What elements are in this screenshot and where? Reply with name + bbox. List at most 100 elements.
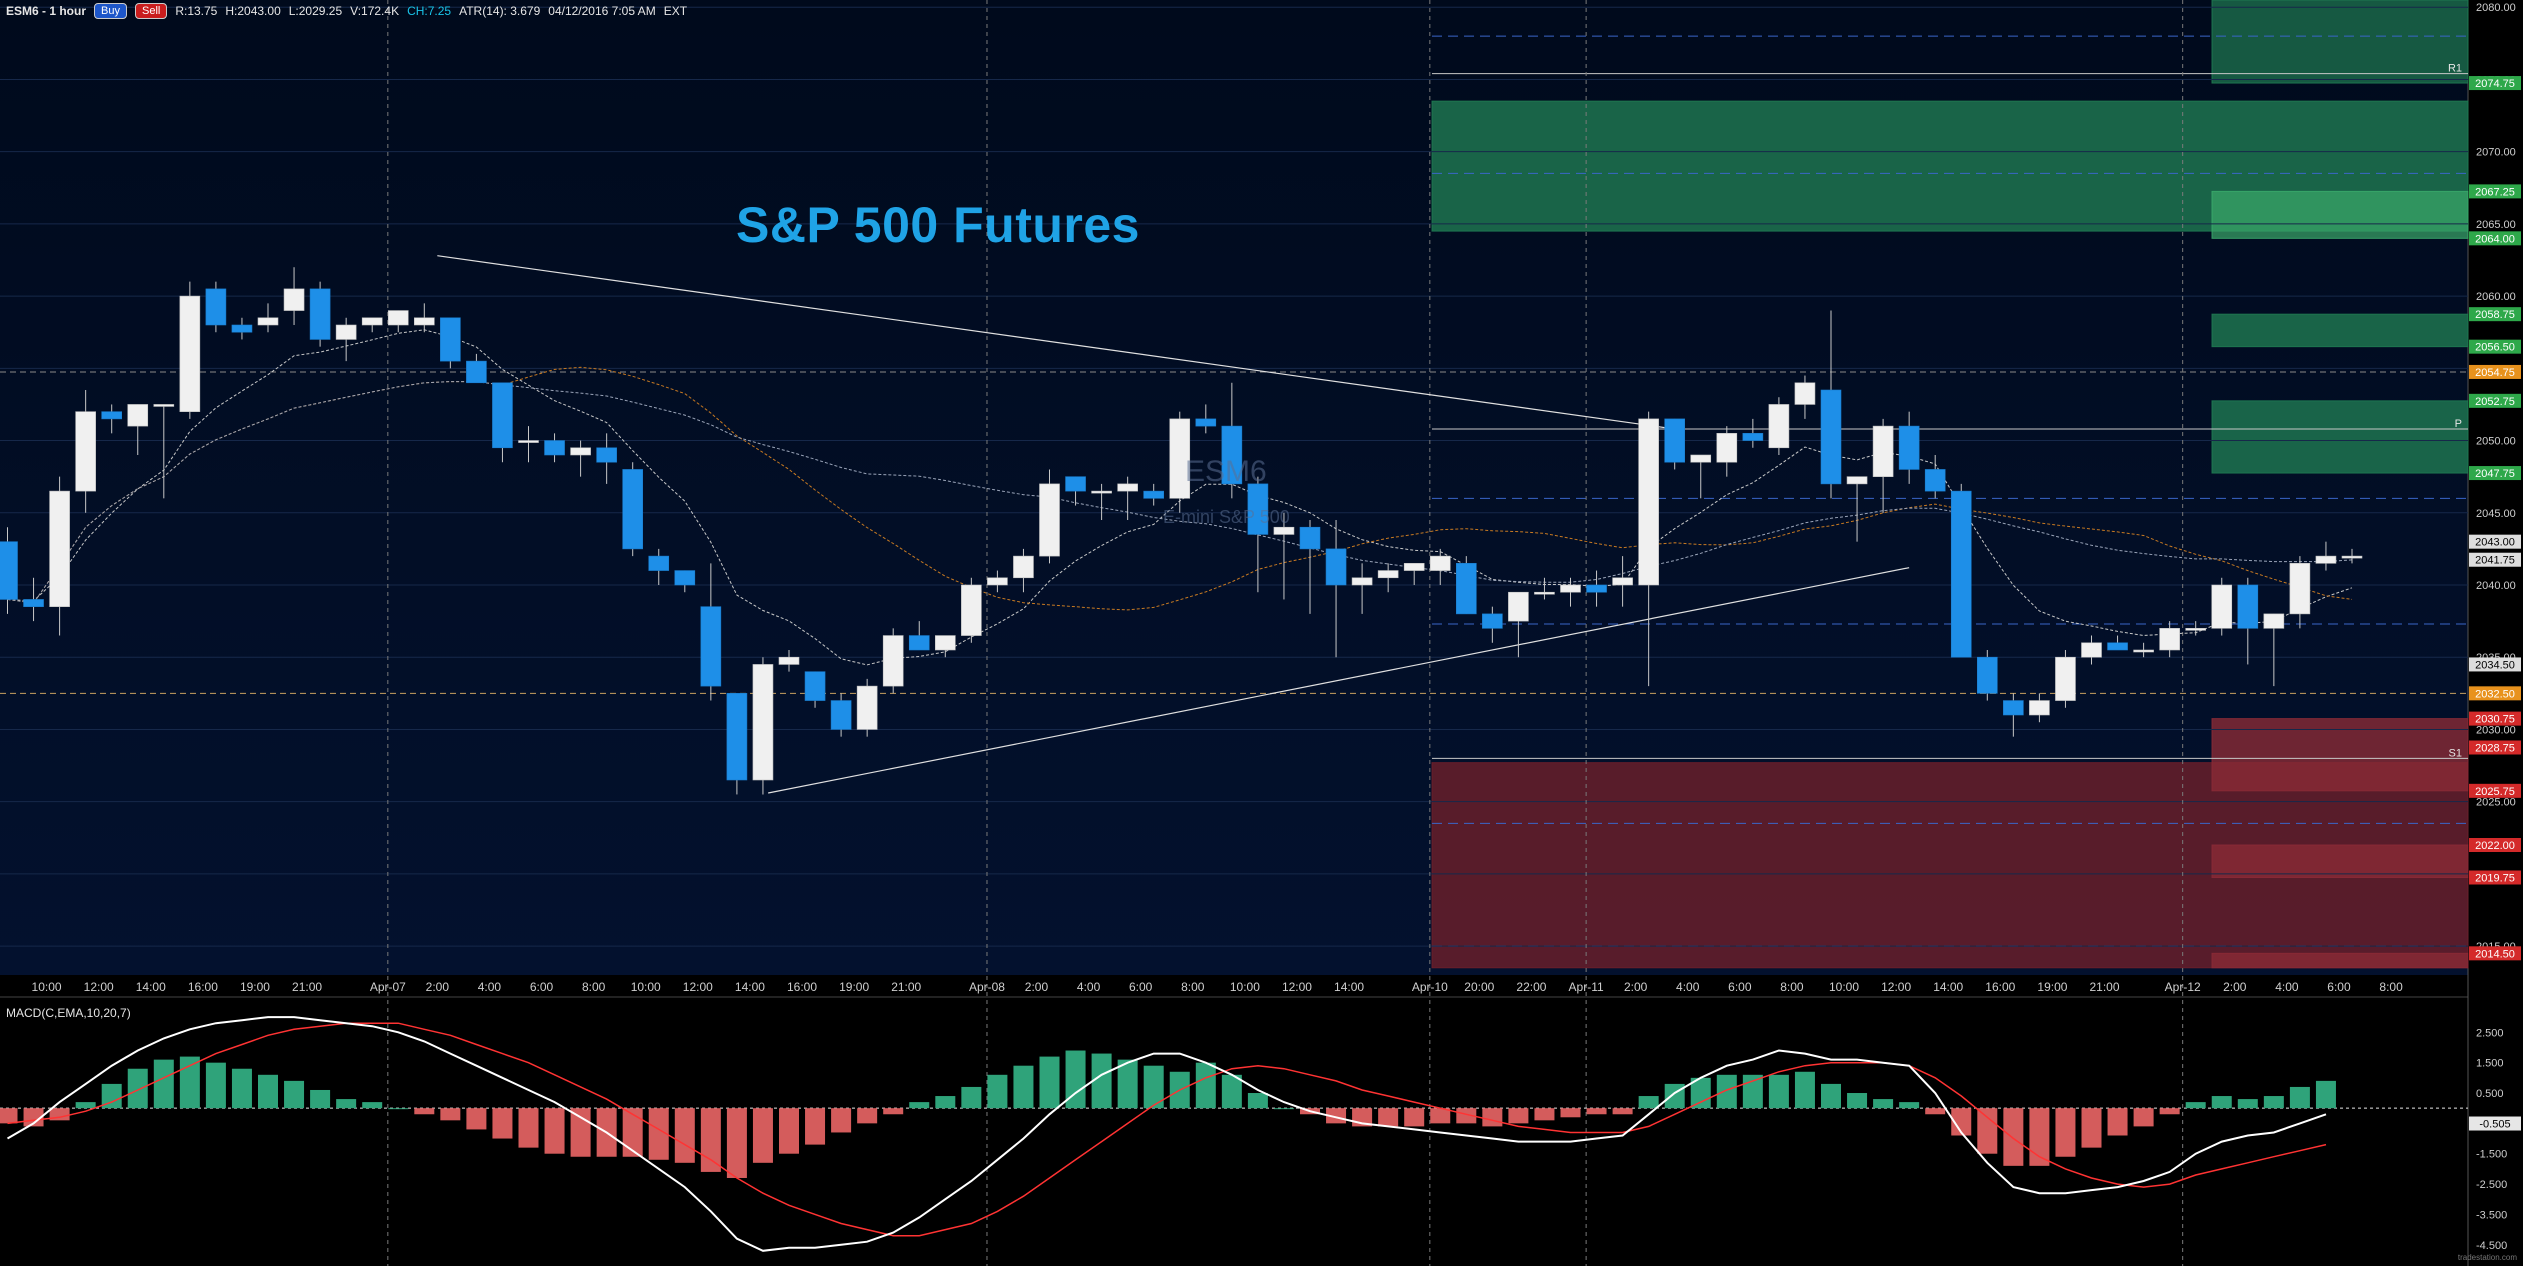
candle-body: [1377, 570, 1399, 579]
symbol-interval: ESM6 - 1 hour: [6, 4, 87, 18]
price-label-bg: [2469, 711, 2521, 726]
macd-histogram-bar: [1847, 1093, 1868, 1109]
macd-histogram-bar: [961, 1086, 982, 1109]
macd-histogram-bar: [857, 1108, 878, 1124]
candle-body: [309, 288, 331, 340]
macd-histogram-bar: [779, 1108, 799, 1154]
trendline-support: [768, 567, 1910, 794]
time-tick-label: 16:00: [188, 980, 218, 994]
macd-histogram-bar: [492, 1108, 513, 1139]
time-tick-label: 14:00: [1933, 980, 1963, 994]
candle-body: [1534, 591, 1555, 595]
price-label-bg: [2469, 307, 2521, 322]
macd-tick-label: 2.500: [2476, 1027, 2504, 1039]
candle-body: [492, 382, 513, 449]
macd-tick-label: -3.500: [2476, 1209, 2507, 1221]
macd-histogram-bar: [1664, 1083, 1685, 1109]
candle-body: [257, 317, 279, 326]
time-tick-label: 4:00: [478, 980, 502, 994]
macd-signal-line: [7, 1022, 2327, 1237]
candle-body: [882, 635, 904, 687]
price-label-bg: [2469, 466, 2521, 481]
macd-histogram-bar: [726, 1108, 747, 1178]
macd-histogram-bar: [1612, 1108, 1633, 1115]
macd-histogram-bar: [101, 1083, 122, 1109]
macd-histogram-bar: [1977, 1108, 1998, 1154]
time-tick-label: 4:00: [2275, 980, 2299, 994]
candle-body: [700, 606, 722, 687]
time-tick-label: Apr-08: [969, 980, 1005, 994]
time-tick-label: 19:00: [240, 980, 270, 994]
resistance-band: [2211, 190, 2469, 239]
time-tick-label: 12:00: [84, 980, 114, 994]
macd-histogram-bar: [2211, 1096, 2232, 1109]
candle-body: [75, 411, 96, 492]
macd-histogram-bar: [1273, 1108, 1294, 1110]
macd-tick-label: -2.500: [2476, 1179, 2507, 1191]
price-label: 2030.75: [2475, 714, 2515, 726]
macd-line: [6, 1016, 2327, 1252]
price-tick-label: 2065.00: [2476, 219, 2516, 231]
candle-body: [1638, 418, 1659, 586]
candle-body: [1664, 418, 1685, 463]
candle-body: [778, 656, 800, 665]
macd-histogram-bar: [1873, 1099, 1894, 1109]
price-label-bg: [2469, 870, 2521, 885]
candle-body: [1299, 526, 1321, 550]
price-label: 2058.75: [2475, 309, 2515, 321]
price-label-bg: [2469, 231, 2521, 246]
price-label: 2064.00: [2475, 233, 2515, 245]
buy-button[interactable]: Buy: [94, 3, 127, 19]
price-tick-label: 2070.00: [2476, 147, 2516, 159]
macd-histogram-bar: [805, 1108, 826, 1145]
macd-histogram-bar: [153, 1059, 174, 1109]
time-tick-label: 16:00: [1985, 980, 2015, 994]
sell-button[interactable]: Sell: [134, 3, 168, 19]
price-label-bg: [2469, 838, 2521, 852]
macd-histogram-bar: [1430, 1108, 1451, 1124]
price-label-bg: [2469, 657, 2521, 672]
candle-body: [1794, 382, 1816, 405]
macd-label: MACD(C,EMA,10,20,7): [6, 1006, 131, 1020]
candle-body: [1560, 584, 1581, 593]
macd-histogram-bar: [909, 1102, 930, 1109]
time-tick-label: 2:00: [1025, 980, 1049, 994]
macd-histogram-bar: [544, 1108, 565, 1154]
candle-body: [1482, 613, 1503, 629]
price-label: 2032.50: [2475, 688, 2515, 700]
candle-body: [2081, 642, 2102, 658]
time-tick-label: 21:00: [2090, 980, 2120, 994]
candle-body: [674, 570, 696, 586]
macd-last-value: -0.505: [2479, 1119, 2510, 1131]
time-tick-label: 10:00: [1230, 980, 1260, 994]
macd-histogram-bar: [1247, 1093, 1268, 1109]
candle-body: [1977, 656, 1998, 694]
candle-body: [544, 440, 565, 456]
time-tick-label: 8:00: [2379, 980, 2403, 994]
support-band: [2211, 952, 2469, 969]
time-tick-label: 4:00: [1077, 980, 1101, 994]
price-label: 2028.75: [2475, 743, 2515, 755]
candle-body: [1456, 563, 1477, 615]
macd-last-value-bg: [2469, 1116, 2521, 1131]
candle-body: [2263, 613, 2285, 629]
low-value: L:2029.25: [288, 4, 343, 18]
trendline-resistance: [437, 255, 1675, 430]
price-label-bg: [2469, 393, 2521, 408]
candle-body: [1742, 433, 1764, 441]
macd-histogram-bar: [1534, 1108, 1555, 1121]
candle-body: [1091, 490, 1112, 494]
candle-body: [179, 295, 201, 412]
macd-histogram-bar: [518, 1108, 539, 1148]
candle-body: [1690, 454, 1712, 463]
price-label: 2041.75: [2475, 555, 2515, 567]
price-tick-label: 2025.00: [2476, 797, 2516, 809]
candle-body: [1586, 584, 1607, 593]
candle-body: [2159, 628, 2180, 651]
candle-body: [2341, 555, 2363, 559]
macd-histogram-bar: [205, 1062, 226, 1109]
candle-body: [726, 693, 748, 781]
time-tick-label: 2:00: [2223, 980, 2247, 994]
macd-histogram-bar: [362, 1102, 383, 1109]
